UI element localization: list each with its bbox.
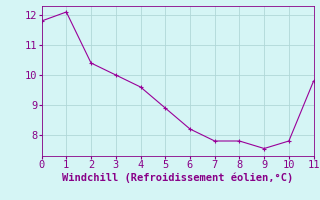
X-axis label: Windchill (Refroidissement éolien,°C): Windchill (Refroidissement éolien,°C) [62, 173, 293, 183]
